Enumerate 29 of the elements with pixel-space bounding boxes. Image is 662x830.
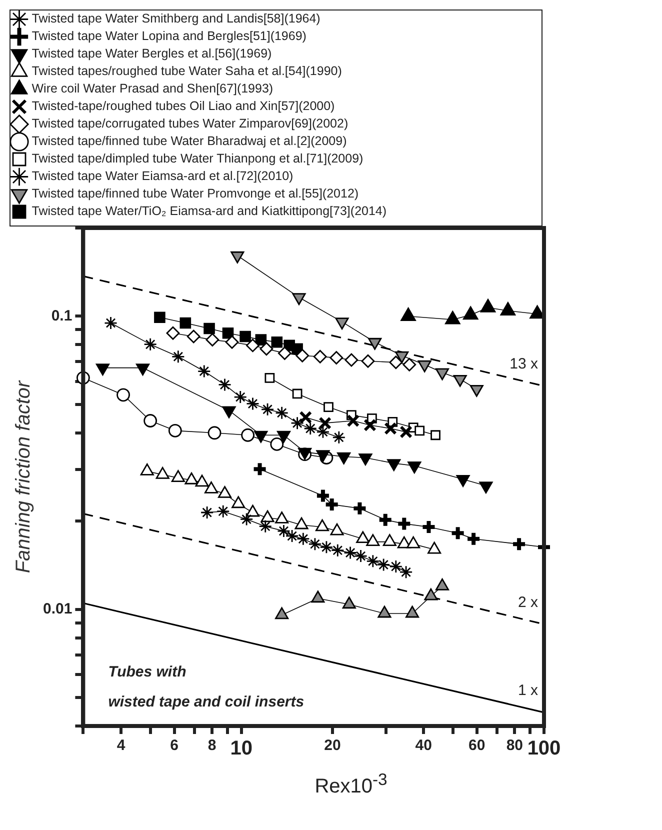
x-tick-label: 4 [116,737,126,754]
x-tick-label: 60 [468,737,486,754]
legend-label: Twisted tape Water/TiO₂ Eiamsa-ard and Kiatkittipong[73](2014) [32,204,387,218]
legend-label: Twisted tape Water Smithberg and Landis[58](1964) [32,12,320,26]
legend-label: Twisted tape/finned tube Water Bharadwaj et al.[2](2009) [32,134,347,148]
x-tick-label: 8 [208,737,216,754]
annotation: Tubes with wisted tape and coil inserts [108,664,304,711]
x-tick-label: 40 [415,737,432,754]
x-axis-title: Rex10$^{-3}$ [314,770,388,799]
legend-label: Twisted tape Water Bergles et al.[56](1969) [32,46,272,61]
x-tick-label: 100 [527,738,561,760]
legend-label: Twisted tapes/roughed tube Water Saha et al.[54](1990) [32,64,342,78]
y-tick-label: 0.1 [51,307,72,324]
x-tick-label: 10 [230,738,253,760]
legend-label: Twisted tape/finned tube Water Promvonge et al.[55](2012) [32,186,359,201]
annotation: 1 x [518,682,538,700]
x-tick-label: 20 [324,737,341,754]
y-tick-label: 0.01 [42,600,72,618]
legend-label: Twisted-tape/roughed tubes Oil Liao and Xin[57](2000) [32,99,335,114]
legend-label: Twisted tape/corrugated tubes Water Zimparov[69](2002) [32,116,348,131]
legend-label: Twisted tape Water Lopina and Bergles[51](1969) [32,29,306,44]
legend-label: Twisted tape/dimpled tube Water Thianpong et al.[71](2009) [32,152,364,166]
annotation: 2 x [518,594,538,611]
legend-label: Wire coil Water Prasad and Shen[67](1993) [32,82,274,96]
y-axis-title: Fanning friction factor [12,380,35,574]
x-tick-label: 80 [506,737,524,754]
x-tick-label: 6 [170,737,178,754]
annotation: 13 x [510,356,538,373]
legend-label: Twisted tape Water Eiamsa-ard et al.[72](2010) [32,169,294,184]
